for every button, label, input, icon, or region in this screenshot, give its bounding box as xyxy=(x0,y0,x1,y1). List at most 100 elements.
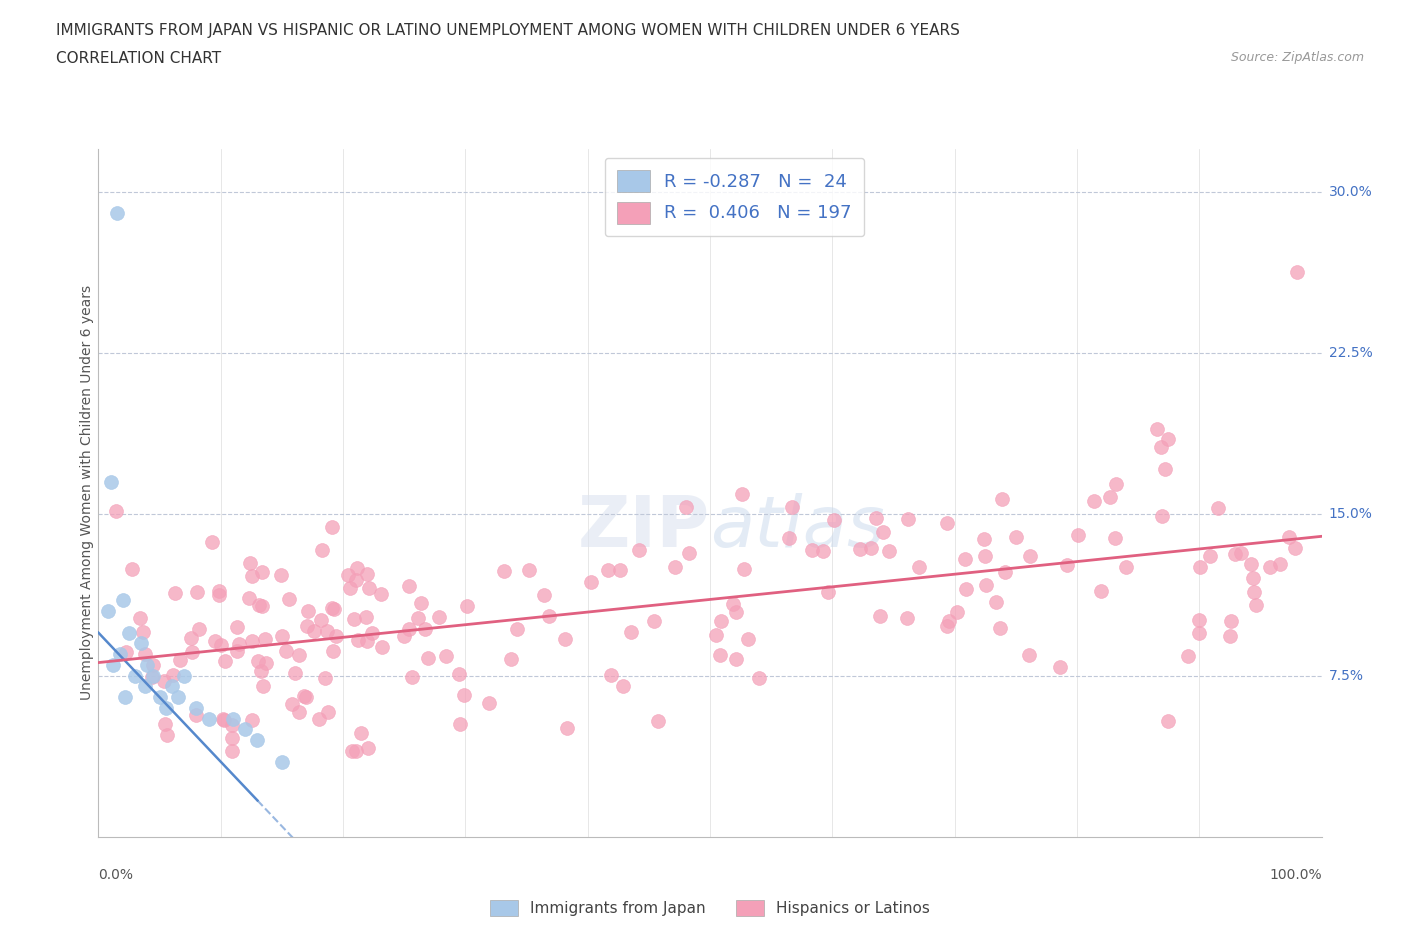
Point xyxy=(1188,625,1211,640)
Point xyxy=(865,511,887,525)
Point xyxy=(1219,629,1241,644)
Point xyxy=(499,651,522,666)
Point xyxy=(1105,476,1128,491)
Text: ZIP: ZIP xyxy=(578,493,710,562)
Point xyxy=(724,604,747,619)
Point xyxy=(533,588,555,603)
Point xyxy=(1004,530,1026,545)
Point xyxy=(1083,494,1105,509)
Point xyxy=(434,649,457,664)
Point xyxy=(254,656,277,671)
Point xyxy=(295,689,318,704)
Point xyxy=(153,717,176,732)
Point xyxy=(292,688,315,703)
Point xyxy=(955,551,977,566)
Point xyxy=(1104,530,1126,545)
Point xyxy=(228,636,250,651)
Point xyxy=(1243,584,1265,599)
Point xyxy=(453,687,475,702)
Point xyxy=(1090,583,1112,598)
Point xyxy=(627,543,650,558)
Point xyxy=(869,608,891,623)
Point xyxy=(938,613,960,628)
Point xyxy=(1157,713,1180,728)
Y-axis label: Unemployment Among Women with Children Under 6 years: Unemployment Among Women with Children U… xyxy=(80,286,94,700)
Point xyxy=(208,588,231,603)
Point xyxy=(664,559,686,574)
Point xyxy=(973,549,995,564)
Point xyxy=(240,712,263,727)
Point xyxy=(155,700,177,715)
Point xyxy=(344,744,367,759)
Point xyxy=(709,647,731,662)
Point xyxy=(494,564,516,578)
Point xyxy=(370,640,392,655)
Point xyxy=(129,610,152,625)
Point xyxy=(160,679,183,694)
Point xyxy=(132,624,155,639)
Point xyxy=(1284,540,1306,555)
Point xyxy=(872,525,894,539)
Point xyxy=(598,563,620,578)
Point xyxy=(311,542,333,557)
Text: atlas: atlas xyxy=(710,493,884,562)
Point xyxy=(100,474,122,489)
Point xyxy=(342,612,364,627)
Point xyxy=(398,621,420,636)
Point xyxy=(955,581,977,596)
Text: 7.5%: 7.5% xyxy=(1329,669,1364,683)
Point xyxy=(270,754,294,769)
Point xyxy=(730,487,752,502)
Point xyxy=(142,669,165,684)
Point xyxy=(359,580,381,595)
Point xyxy=(165,586,187,601)
Point xyxy=(849,541,872,556)
Point xyxy=(239,555,262,570)
Point xyxy=(250,598,273,613)
Point xyxy=(1019,549,1042,564)
Point xyxy=(1230,546,1253,561)
Point xyxy=(647,713,669,728)
Point xyxy=(935,619,957,634)
Text: Source: ZipAtlas.com: Source: ZipAtlas.com xyxy=(1230,51,1364,64)
Point xyxy=(1177,648,1199,663)
Point xyxy=(297,604,319,618)
Point xyxy=(984,595,1007,610)
Point xyxy=(221,744,243,759)
Point xyxy=(416,650,439,665)
Point xyxy=(356,633,378,648)
Point xyxy=(988,621,1011,636)
Point xyxy=(356,567,378,582)
Point xyxy=(115,644,138,659)
Point xyxy=(246,733,269,748)
Point xyxy=(207,584,229,599)
Point xyxy=(214,654,236,669)
Point xyxy=(1206,500,1229,515)
Point xyxy=(811,543,834,558)
Point xyxy=(506,622,529,637)
Point xyxy=(277,591,299,606)
Point xyxy=(233,722,256,737)
Point xyxy=(225,619,247,634)
Point xyxy=(706,628,728,643)
Point xyxy=(321,520,343,535)
Point xyxy=(1188,613,1211,628)
Point xyxy=(129,636,152,651)
Point xyxy=(877,544,900,559)
Point xyxy=(643,614,665,629)
Point xyxy=(801,543,824,558)
Point xyxy=(612,679,634,694)
Point xyxy=(817,585,839,600)
Point xyxy=(449,717,471,732)
Point xyxy=(253,631,276,646)
Point xyxy=(118,625,141,640)
Point xyxy=(346,632,368,647)
Point xyxy=(297,618,319,633)
Point xyxy=(314,671,336,685)
Text: IMMIGRANTS FROM JAPAN VS HISPANIC OR LATINO UNEMPLOYMENT AMONG WOMEN WITH CHILDR: IMMIGRANTS FROM JAPAN VS HISPANIC OR LAT… xyxy=(56,23,960,38)
Point xyxy=(896,611,918,626)
Point xyxy=(134,679,156,694)
Point xyxy=(316,623,339,638)
Point xyxy=(709,614,731,629)
Point xyxy=(284,666,307,681)
